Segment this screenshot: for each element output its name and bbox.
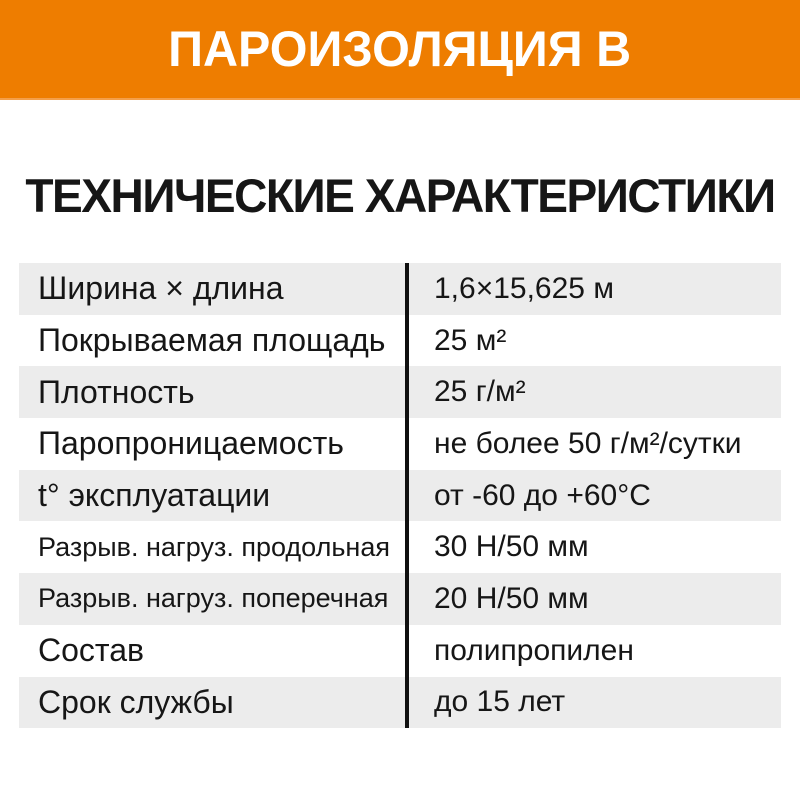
table-row: Состав полипропилен: [19, 624, 781, 677]
product-title: ПАРОИЗОЛЯЦИЯ В: [168, 21, 632, 77]
spec-label: Срок службы: [38, 683, 234, 720]
table-row: Покрываемая площадь 25 м²: [19, 314, 781, 367]
spec-label: Плотность: [38, 373, 195, 410]
spec-value: полипропилен: [434, 633, 634, 667]
spec-value: 20 Н/50 мм: [434, 581, 589, 615]
spec-value: не более 50 г/м²/сутки: [434, 426, 742, 460]
spec-table: Ширина × длина 1,6×15,625 м Покрываемая …: [19, 263, 781, 729]
spec-label: Состав: [38, 632, 144, 669]
spec-value: 1,6×15,625 м: [434, 271, 614, 305]
spec-label: Покрываемая площадь: [38, 322, 386, 359]
spec-label: Паропроницаемость: [38, 425, 344, 462]
spec-value: 25 г/м²: [434, 375, 526, 409]
table-row: Плотность 25 г/м²: [19, 366, 781, 419]
table-row: Паропроницаемость не более 50 г/м²/сутки: [19, 418, 781, 470]
spec-value: до 15 лет: [434, 685, 566, 719]
spec-value: 30 Н/50 мм: [434, 530, 589, 564]
spec-value: 25 м²: [434, 323, 507, 357]
spec-label: Разрыв. нагруз. продольная: [38, 531, 390, 562]
product-banner: ПАРОИЗОЛЯЦИЯ В: [0, 0, 800, 100]
table-row: Разрыв. нагруз. поперечная 20 Н/50 мм: [19, 573, 781, 625]
section-title: ТЕХНИЧЕСКИЕ ХАРАКТЕРИСТИКИ: [25, 169, 776, 222]
spec-label: t° эксплуатации: [38, 477, 271, 514]
spec-value: от -60 до +60°С: [434, 478, 651, 512]
table-row: Разрыв. нагруз. продольная 30 Н/50 мм: [19, 521, 781, 574]
table-row: t° эксплуатации от -60 до +60°С: [19, 469, 781, 522]
spec-label: Разрыв. нагруз. поперечная: [38, 583, 389, 614]
table-row: Ширина × длина 1,6×15,625 м: [19, 263, 781, 315]
table-row: Срок службы до 15 лет: [19, 676, 781, 729]
column-divider-line: [405, 263, 409, 729]
spec-label: Ширина × длина: [38, 270, 284, 307]
